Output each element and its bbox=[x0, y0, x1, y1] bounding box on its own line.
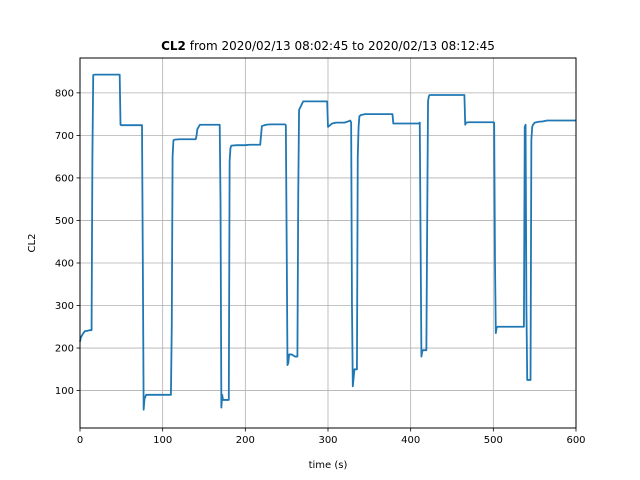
y-tick-label: 300 bbox=[55, 301, 74, 312]
data-layer bbox=[79, 73, 576, 411]
series-line-0 bbox=[79, 73, 576, 411]
y-tick-label: 400 bbox=[55, 258, 74, 269]
y-tick-label: 200 bbox=[55, 344, 74, 355]
chart-title-bold: CL2 bbox=[161, 39, 186, 53]
chart-title-rest: from 2020/02/13 08:02:45 to 2020/02/13 0… bbox=[186, 39, 495, 53]
x-axis-label: time (s) bbox=[309, 460, 348, 471]
x-tick-label: 400 bbox=[401, 435, 420, 446]
y-tick-label: 100 bbox=[55, 386, 74, 397]
x-tick-label: 200 bbox=[236, 435, 255, 446]
x-axis-ticks: 0 100 200 300 400 500 600 bbox=[77, 428, 586, 446]
x-tick-label: 500 bbox=[484, 435, 503, 446]
y-axis-label: CL2 bbox=[27, 234, 38, 253]
grid-lines bbox=[79, 58, 577, 428]
x-tick-label: 100 bbox=[153, 435, 172, 446]
chart-title: CL2 from 2020/02/13 08:02:45 to 2020/02/… bbox=[161, 39, 495, 53]
y-axis-ticks: 100 200 300 400 500 600 700 800 bbox=[55, 88, 80, 397]
y-tick-label: 600 bbox=[55, 173, 74, 184]
y-tick-label: 700 bbox=[55, 131, 74, 142]
y-tick-label: 500 bbox=[55, 216, 74, 227]
x-tick-label: 600 bbox=[566, 435, 585, 446]
x-tick-label: 0 bbox=[77, 435, 83, 446]
y-tick-label: 800 bbox=[55, 88, 74, 99]
x-tick-label: 300 bbox=[318, 435, 337, 446]
